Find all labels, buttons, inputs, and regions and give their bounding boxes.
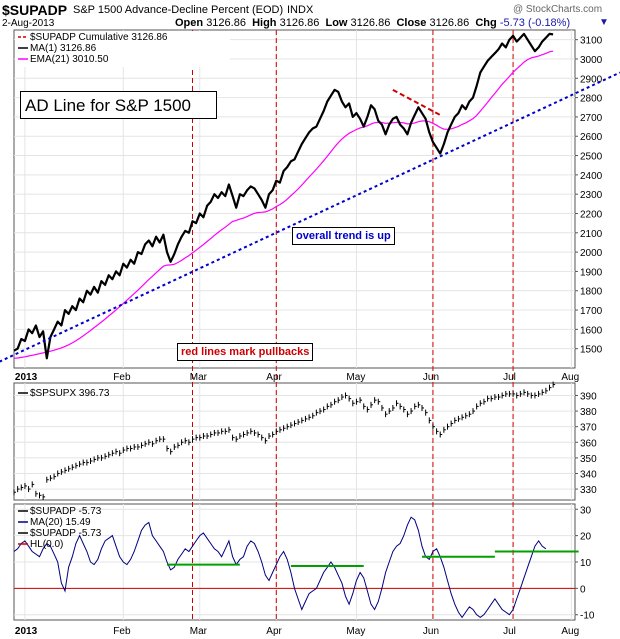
trend-line <box>0 71 620 363</box>
osc-x-tick-label: Jun <box>423 626 439 637</box>
main-y-tick-label: 2200 <box>580 209 603 220</box>
osc-x-tick-label: Aug <box>561 626 579 637</box>
main-x-tick-label: May <box>346 372 365 383</box>
osc-x-tick-label: Feb <box>113 626 131 637</box>
spx-y-tick-label: 340 <box>580 469 597 480</box>
main-x-tick-label: Apr <box>266 372 282 383</box>
ema21-line <box>13 50 554 359</box>
main-y-tick-label: 1700 <box>580 306 603 317</box>
osc-line <box>13 516 547 619</box>
main-x-tick-label: Mar <box>190 372 208 383</box>
main-legend-label: EMA(21) 3010.50 <box>30 54 109 65</box>
osc-y-tick-label: 0 <box>580 584 586 595</box>
low-label: Low <box>325 17 348 29</box>
main-y-tick-label: 3000 <box>580 55 603 66</box>
main-x-tick-label: 2013 <box>15 372 38 383</box>
high-value: 3126.86 <box>279 17 320 29</box>
osc-legend-label: HL(0.0) <box>30 539 63 550</box>
osc-legend-label: $SUPADP -5.73 <box>30 528 102 539</box>
header-date: 2-Aug-2013 <box>2 18 55 29</box>
main-legend-bg <box>15 31 230 67</box>
close-value: 3126.86 <box>429 17 470 29</box>
main-y-tick-label: 1800 <box>580 287 603 298</box>
main-x-tick-label: Jul <box>503 372 516 383</box>
spx-panel-frame <box>13 382 576 501</box>
main-y-tick-label: 2600 <box>580 132 603 143</box>
exchange-label: INDX <box>287 4 314 16</box>
main-y-tick-label: 2700 <box>580 113 603 124</box>
main-y-tick-label: 2300 <box>580 190 603 201</box>
osc-x-tick-label: May <box>346 626 365 637</box>
main-y-tick-label: 2400 <box>580 171 603 182</box>
main-y-tick-label: 2900 <box>580 74 603 85</box>
pullback-label: red lines mark pullbacks <box>177 343 314 361</box>
osc-legend-label: MA(20) 15.49 <box>30 517 91 528</box>
main-legend-label: MA(1) 3126.86 <box>30 43 97 54</box>
osc-y-tick-label: 30 <box>580 505 592 516</box>
watermark: @ StockCharts.com <box>513 4 603 15</box>
chart-name: S&P 1500 Advance-Decline Percent (EOD) <box>73 4 284 16</box>
main-y-tick-label: 2100 <box>580 229 603 240</box>
main-y-tick-label: 1900 <box>580 267 603 278</box>
chart-symbol: $SUPADP <box>2 2 68 18</box>
ad-line <box>13 32 554 360</box>
osc-x-tick-label: 2013 <box>15 626 38 637</box>
pullback-trend-line <box>392 88 441 116</box>
osc-y-tick-label: 10 <box>580 558 592 569</box>
main-y-tick-label: 1500 <box>580 345 603 356</box>
main-y-tick-label: 2500 <box>580 152 603 163</box>
main-legend-label: $SUPADP Cumulative 3126.86 <box>30 32 168 43</box>
ohlc-row: Open 3126.86 High 3126.86 Low 3126.86 Cl… <box>175 17 570 29</box>
trend-label: overall trend is up <box>292 227 395 245</box>
spx-legend-label: $SPSUPX 396.73 <box>30 388 110 399</box>
spx-y-tick-label: 390 <box>580 391 597 402</box>
open-value: 3126.86 <box>206 17 246 29</box>
low-value: 3126.86 <box>350 17 391 29</box>
osc-x-tick-label: Mar <box>190 626 208 637</box>
main-x-tick-label: Jun <box>423 372 439 383</box>
chg-value: -5.73 (-0.18%) <box>499 17 571 29</box>
main-x-tick-label: Aug <box>561 372 579 383</box>
osc-x-tick-label: Apr <box>266 626 282 637</box>
chg-label: Chg <box>475 17 497 29</box>
osc-x-tick-label: Jul <box>503 626 516 637</box>
title-box: AD Line for S&P 1500 <box>20 91 217 119</box>
osc-legend-label: $SUPADP -5.73 <box>30 506 102 517</box>
osc-y-tick-label: 20 <box>580 532 592 543</box>
high-label: High <box>252 17 277 29</box>
spx-y-tick-label: 370 <box>580 423 597 434</box>
open-label: Open <box>175 17 204 29</box>
spx-y-tick-label: 350 <box>580 454 597 465</box>
main-x-tick-label: Feb <box>113 372 131 383</box>
main-y-tick-label: 3100 <box>580 36 603 47</box>
spx-y-tick-label: 360 <box>580 438 597 449</box>
spx-y-tick-label: 380 <box>580 407 597 418</box>
main-y-tick-label: 2000 <box>580 248 603 259</box>
chevron-down-icon[interactable]: ▼ <box>599 17 609 28</box>
spx-y-tick-label: 330 <box>580 485 597 496</box>
main-panel-frame <box>13 29 576 369</box>
main-y-tick-label: 2800 <box>580 94 603 105</box>
close-label: Close <box>396 17 427 29</box>
main-y-tick-label: 1600 <box>580 325 603 336</box>
osc-y-tick-label: -10 <box>580 611 595 622</box>
